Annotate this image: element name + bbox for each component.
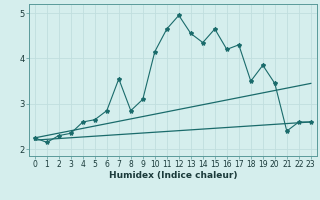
X-axis label: Humidex (Indice chaleur): Humidex (Indice chaleur) xyxy=(108,171,237,180)
